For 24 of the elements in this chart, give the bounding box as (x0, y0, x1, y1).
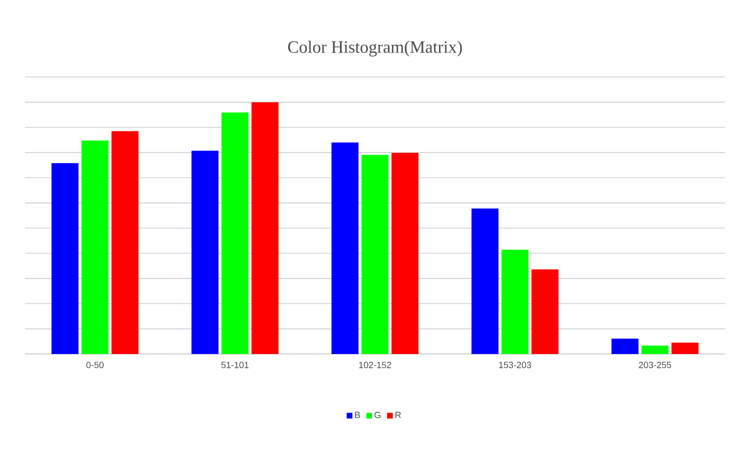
bar (82, 140, 109, 354)
x-tick-label: 102-152 (359, 362, 392, 368)
bar (362, 154, 388, 354)
bar (392, 152, 418, 354)
bar (671, 342, 698, 354)
bar (641, 346, 668, 354)
legend-label: B (355, 412, 360, 418)
bar (52, 163, 79, 354)
x-tick-label: 203-255 (638, 362, 672, 368)
bar (502, 250, 528, 354)
bar (192, 150, 219, 354)
bar (112, 131, 139, 354)
legend-label: R (396, 412, 401, 418)
bar (532, 269, 558, 354)
chart-title: Color Histogram(Matrix) (288, 40, 462, 56)
bar (472, 208, 498, 354)
bar (222, 112, 249, 354)
bar (252, 102, 279, 354)
bar (332, 142, 359, 354)
x-tick-label: 153-203 (499, 362, 532, 368)
x-tick-label: 51-101 (221, 362, 249, 368)
x-tick-label: 0-50 (86, 362, 104, 368)
legend-label: G (374, 412, 380, 418)
bar (611, 338, 638, 354)
